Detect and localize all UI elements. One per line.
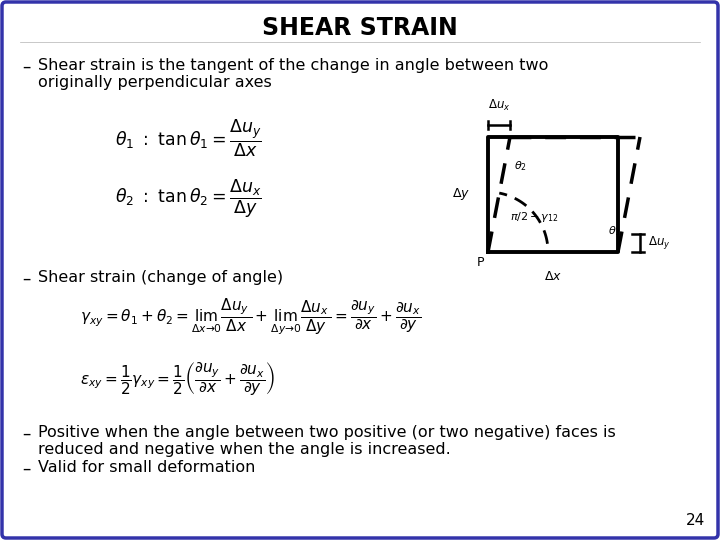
Text: $\Delta u_y$: $\Delta u_y$ [648, 234, 670, 252]
Text: –: – [22, 460, 30, 478]
Text: –: – [22, 425, 30, 443]
Text: P: P [477, 256, 484, 269]
Text: $\Delta y$: $\Delta y$ [452, 186, 470, 202]
Text: reduced and negative when the angle is increased.: reduced and negative when the angle is i… [38, 442, 451, 457]
Text: $\theta_1\ :\ \mathrm{tan}\,\theta_1 = \dfrac{\Delta u_y}{\Delta x}$: $\theta_1\ :\ \mathrm{tan}\,\theta_1 = \… [115, 118, 262, 159]
Text: Shear strain (change of angle): Shear strain (change of angle) [38, 270, 283, 285]
Text: Valid for small deformation: Valid for small deformation [38, 460, 256, 475]
Text: originally perpendicular axes: originally perpendicular axes [38, 75, 271, 90]
Text: $\Delta u_x$: $\Delta u_x$ [487, 98, 510, 113]
Text: Shear strain is the tangent of the change in angle between two: Shear strain is the tangent of the chang… [38, 58, 549, 73]
Text: $\gamma_{xy} = \theta_1 + \theta_2 = \lim_{\Delta x \to 0}\dfrac{\Delta u_y}{\De: $\gamma_{xy} = \theta_1 + \theta_2 = \li… [80, 296, 421, 337]
Text: $\pi/2 - \gamma_{12}$: $\pi/2 - \gamma_{12}$ [510, 210, 559, 224]
Text: $\theta_1$: $\theta_1$ [608, 224, 621, 238]
Text: $\theta_2$: $\theta_2$ [514, 159, 527, 173]
Text: –: – [22, 58, 30, 76]
Text: $\theta_2\ :\ \mathrm{tan}\,\theta_2 = \dfrac{\Delta u_x}{\Delta y}$: $\theta_2\ :\ \mathrm{tan}\,\theta_2 = \… [115, 178, 262, 220]
Text: $\Delta x$: $\Delta x$ [544, 270, 562, 283]
Text: –: – [22, 270, 30, 288]
Text: Positive when the angle between two positive (or two negative) faces is: Positive when the angle between two posi… [38, 425, 616, 440]
Text: SHEAR STRAIN: SHEAR STRAIN [262, 16, 458, 40]
Text: $\varepsilon_{xy} = \dfrac{1}{2}\gamma_{xy} = \dfrac{1}{2}\left(\dfrac{\partial : $\varepsilon_{xy} = \dfrac{1}{2}\gamma_{… [80, 360, 275, 397]
Text: 24: 24 [685, 513, 705, 528]
